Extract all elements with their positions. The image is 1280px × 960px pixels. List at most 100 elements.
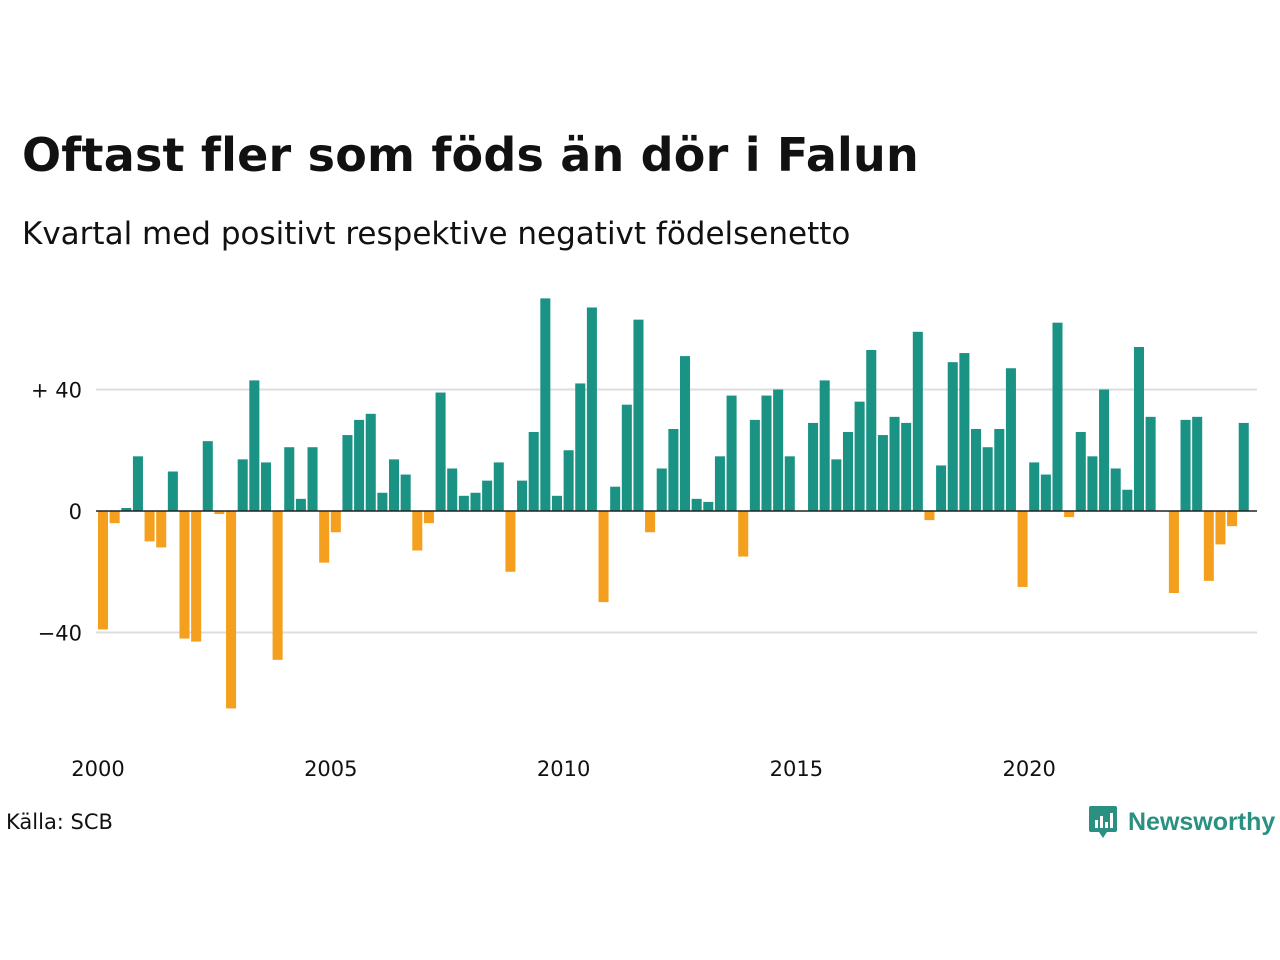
chart-bar	[1040, 474, 1051, 511]
chart-bar	[249, 380, 260, 511]
chart-bar	[808, 422, 819, 511]
chart-bar	[400, 474, 411, 511]
chart-bar	[586, 307, 597, 511]
brand-name: Newsworthy	[1128, 807, 1276, 836]
chart-bar	[295, 498, 306, 511]
y-tick-label: −40	[38, 622, 82, 646]
chart-bar	[1064, 511, 1075, 518]
chart-bar	[1087, 456, 1098, 511]
chart-bar	[1168, 511, 1179, 594]
chart-bar	[156, 511, 167, 548]
chart-bar	[1029, 462, 1040, 511]
chart-bar	[1192, 416, 1203, 511]
chart-bar	[540, 298, 551, 512]
chart-bar	[1110, 468, 1121, 511]
chart-bar	[226, 511, 237, 709]
chart-bar	[214, 511, 225, 515]
chart-bar	[1215, 511, 1226, 545]
chart-bar	[703, 501, 714, 511]
x-tick-label: 2015	[770, 757, 823, 781]
chart-bar	[1145, 416, 1156, 511]
chart-bar	[738, 511, 749, 557]
chart-bar	[528, 432, 539, 511]
chart-bar	[272, 511, 283, 660]
chart-bar	[342, 435, 353, 511]
chart-bar	[202, 441, 213, 511]
chart-bar	[621, 404, 632, 511]
chart-bar	[854, 401, 865, 511]
chart-bar	[563, 450, 574, 511]
chart-bar	[132, 456, 143, 511]
chart-bar	[330, 511, 341, 533]
chart-bar	[1122, 489, 1133, 511]
chart-bar	[912, 331, 923, 511]
chart-bar	[109, 511, 120, 524]
chart-bar	[458, 495, 469, 511]
chart-bar	[971, 428, 982, 511]
y-tick-label: + 40	[31, 379, 82, 403]
chart-bar	[435, 392, 446, 511]
chart-bar	[144, 511, 155, 542]
chart-bar	[237, 459, 248, 511]
chart-bar	[447, 468, 458, 511]
source-note: Källa: SCB	[6, 810, 113, 834]
bars	[98, 298, 1249, 709]
chart-bar	[1075, 432, 1086, 511]
chart-bar	[773, 389, 784, 511]
chart-bar	[423, 511, 434, 524]
y-axis-labels: + 40 0 −40	[31, 379, 82, 646]
bar-chart-speech-bubble-icon	[1089, 806, 1117, 838]
chart-bar	[749, 419, 760, 512]
chart-bar	[668, 428, 679, 511]
x-tick-label: 2020	[1002, 757, 1055, 781]
chart-bar	[633, 319, 644, 511]
chart-bar	[982, 447, 993, 511]
chart-bar	[191, 511, 202, 642]
chart-bar	[598, 511, 609, 603]
chart-bar	[1005, 368, 1016, 511]
chart-bar	[819, 380, 830, 511]
chart-bar	[761, 395, 772, 511]
chart-bar	[877, 435, 888, 511]
chart-bar	[656, 468, 667, 511]
chart-bar	[389, 459, 400, 511]
chart-bar	[517, 480, 528, 512]
chart-bar	[377, 492, 388, 511]
chart-bar	[575, 383, 586, 512]
chart-bar	[1227, 511, 1238, 527]
chart-bar	[866, 350, 877, 511]
chart-bar	[691, 498, 702, 511]
chart-bar	[610, 486, 621, 511]
chart-bar	[842, 432, 853, 511]
x-tick-label: 2010	[537, 757, 590, 781]
x-tick-label: 2000	[71, 757, 124, 781]
chart-bar	[179, 511, 190, 639]
chart-bar	[412, 511, 423, 551]
chart-bar	[319, 511, 330, 563]
chart-subtitle: Kvartal med positivt respektive negativt…	[22, 216, 851, 252]
chart-bar	[307, 447, 318, 511]
chart-bar	[1238, 422, 1249, 511]
chart-bar	[680, 356, 691, 511]
chart-bar	[121, 507, 132, 511]
grid-lines	[96, 388, 1257, 634]
chart-bar	[936, 465, 947, 511]
chart-bar	[959, 353, 970, 511]
chart-bar	[784, 456, 795, 511]
x-axis-labels: 2000 2005 2010 2015 2020	[71, 757, 1056, 781]
chart-bar	[831, 459, 842, 511]
chart-bar	[551, 495, 562, 511]
chart-bar	[714, 456, 725, 511]
chart-bar	[505, 511, 516, 572]
y-tick-label: 0	[69, 500, 82, 524]
newsworthy-logo: Newsworthy	[1088, 804, 1275, 840]
chart-bar	[1180, 419, 1191, 512]
chart-bar	[284, 447, 295, 511]
chart-bar	[1017, 511, 1028, 587]
chart-bar	[354, 419, 365, 512]
chart-bar	[1133, 346, 1144, 512]
chart-bar	[726, 395, 737, 511]
chart-bar	[924, 511, 935, 521]
chart-bar	[470, 492, 481, 511]
